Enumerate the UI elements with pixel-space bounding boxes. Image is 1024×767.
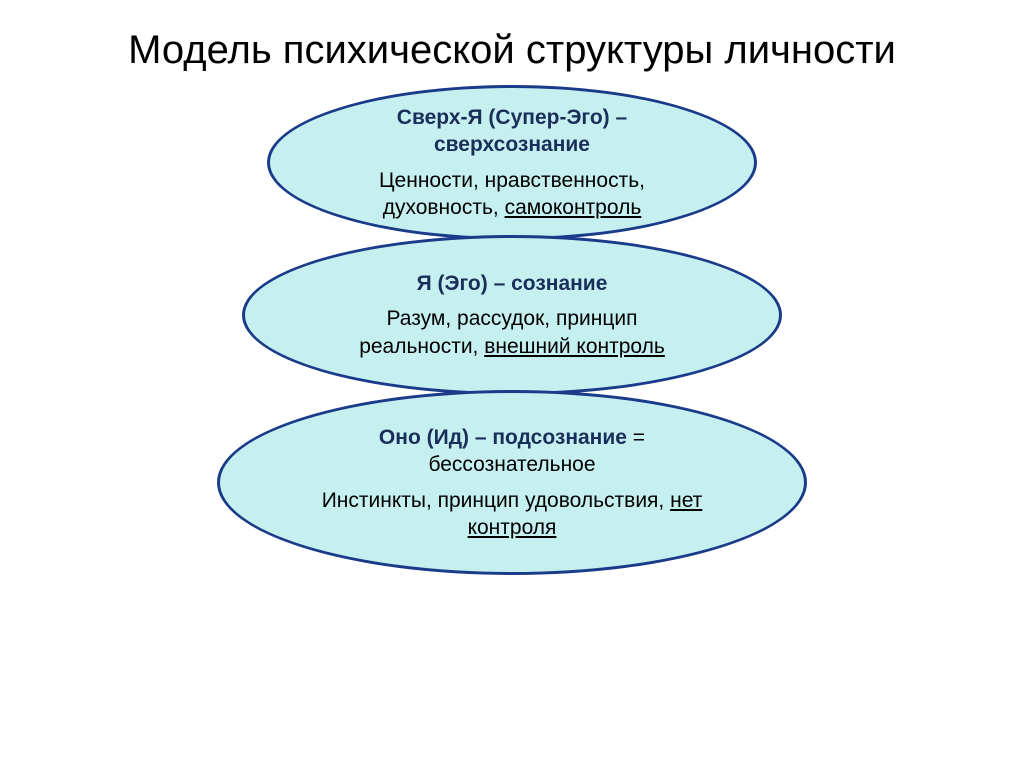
ego-heading: Я (Эго) – сознание: [417, 270, 608, 297]
id-heading-line: Оно (Ид) – подсознание = бессознательное: [305, 424, 719, 479]
ellipse-ego: Я (Эго) – сознание Разум, рассудок, прин…: [242, 235, 782, 395]
id-body-prefix: Инстинкты, принцип удовольствия,: [322, 489, 670, 512]
ego-body: Разум, рассудок, принцип реальности, вне…: [325, 305, 699, 360]
diagram-title: Модель психической структуры личности: [128, 25, 896, 75]
id-heading: Оно (Ид) – подсознание: [379, 426, 627, 449]
ellipse-id: Оно (Ид) – подсознание = бессознательное…: [217, 390, 807, 575]
superego-heading: Сверх-Я (Супер-Эго) – сверхсознание: [340, 104, 684, 159]
ego-body-underlined: внешний контроль: [484, 335, 665, 358]
ellipse-stack: Сверх-Я (Супер-Эго) – сверхсознание Ценн…: [217, 85, 807, 575]
id-body: Инстинкты, принцип удовольствия, нет кон…: [305, 487, 719, 542]
superego-body: Ценности, нравственность, духовность, са…: [340, 167, 684, 222]
ellipse-superego: Сверх-Я (Супер-Эго) – сверхсознание Ценн…: [267, 85, 757, 240]
superego-body-underlined: самоконтроль: [505, 196, 642, 219]
